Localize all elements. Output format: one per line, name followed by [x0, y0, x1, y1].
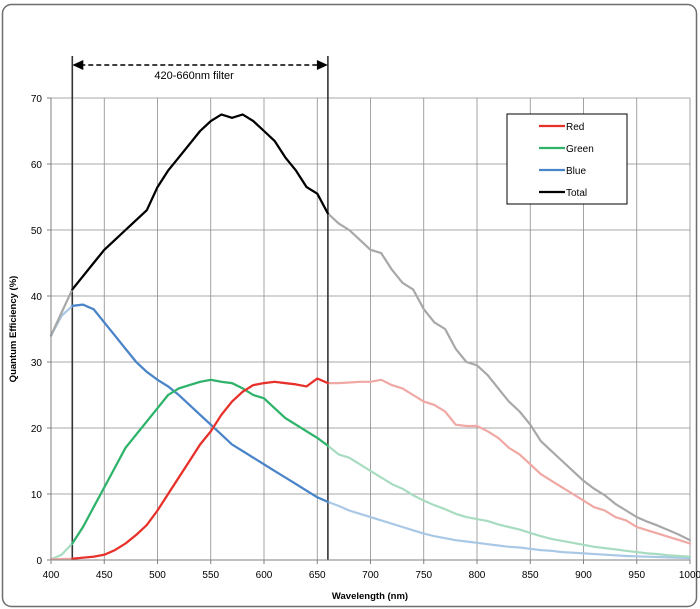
y-tick-label: 0 [36, 556, 42, 567]
x-tick-label: 650 [309, 570, 326, 581]
series-blue-line [71, 303, 329, 503]
x-tick-label: 1000 [679, 570, 700, 581]
x-tick-label: 450 [96, 570, 113, 581]
legend-box [506, 113, 628, 205]
y-tick-label: 10 [31, 490, 43, 501]
x-axis-title: Wavelength (nm) [332, 591, 408, 602]
x-tick-label: 500 [149, 570, 166, 581]
x-tick-label: 800 [469, 570, 486, 581]
y-tick-label: 40 [31, 292, 43, 303]
y-tick-label: 70 [31, 94, 43, 105]
arrow-head-left [72, 60, 84, 70]
grid [47, 97, 691, 564]
legend-label-green: Green [566, 144, 594, 155]
series-layer [49, 113, 692, 561]
x-tick-label: 400 [43, 570, 60, 581]
filter-annotation-label: 420-660nm filter [154, 70, 234, 82]
x-tick-label: 850 [522, 570, 539, 581]
x-tick-label: 700 [362, 570, 379, 581]
y-tick-label: 20 [31, 424, 43, 435]
y-tick-label: 60 [31, 160, 43, 171]
series-red-line [71, 377, 329, 560]
filter-lines [71, 56, 329, 560]
y-tick-labels: 0 10 20 30 40 50 60 70 [31, 94, 43, 567]
y-tick-label: 30 [31, 358, 43, 369]
y-tick-label: 50 [31, 226, 43, 237]
chart-border [1, 3, 698, 608]
y-axis-title: Quantum Efficiency (%) [8, 276, 19, 383]
x-tick-labels: 400 450 500 550 600 650 700 750 800 850 900 950 1000 [43, 570, 700, 581]
axes [50, 98, 690, 561]
x-tick-label: 550 [202, 570, 219, 581]
series-total-line [71, 113, 329, 291]
legend-label-total: Total [566, 188, 587, 199]
x-tick-label: 750 [415, 570, 432, 581]
series-green-line [71, 378, 329, 545]
x-tick-label: 600 [256, 570, 273, 581]
x-tick-label: 900 [575, 570, 592, 581]
legend-label-blue: Blue [566, 166, 586, 177]
x-tick-label: 950 [628, 570, 645, 581]
legend-label-red: Red [566, 122, 584, 133]
filter-annotation: 420-660nm filter [72, 60, 328, 82]
legend: Red Green Blue Total [506, 113, 628, 205]
arrow-head-right [316, 60, 328, 70]
